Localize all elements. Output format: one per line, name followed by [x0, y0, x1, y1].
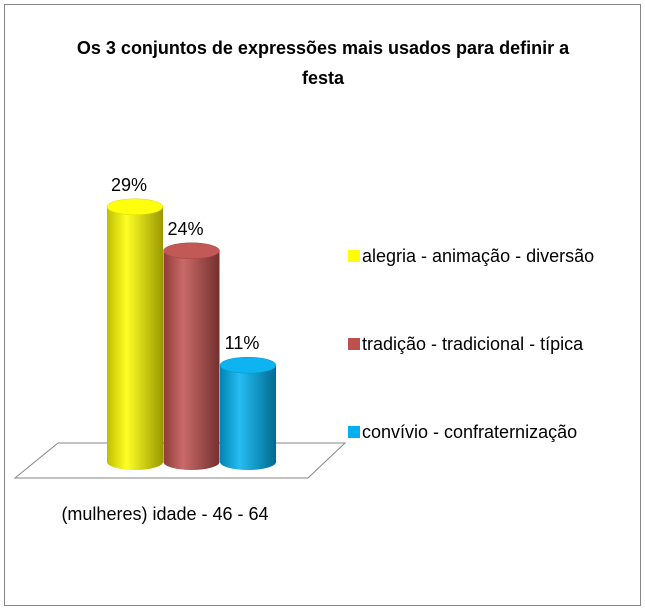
cylinder-top — [106, 198, 164, 216]
legend-swatch — [348, 338, 360, 350]
legend-label: tradição - tradicional - típica — [362, 334, 584, 354]
legend-swatch — [348, 250, 360, 262]
cylinder-body — [163, 250, 220, 470]
legend-label: alegria - animação - diversão — [362, 246, 595, 266]
data-label: 24% — [167, 219, 203, 239]
data-label: 11% — [225, 333, 260, 353]
cylinder-top — [219, 356, 277, 374]
bar — [106, 198, 164, 471]
legend-swatch — [348, 426, 360, 438]
data-label: 29% — [111, 175, 147, 195]
bar — [163, 242, 220, 470]
x-tick-label: (mulheres) idade - 46 - 64 — [61, 504, 269, 524]
chart-title: Os 3 conjuntos de expressões mais usados… — [76, 38, 570, 88]
legend-label: convívio - confraternização — [362, 422, 578, 442]
cylinder-top — [163, 242, 220, 260]
cylinder-body — [220, 365, 276, 470]
bar — [219, 356, 277, 470]
cylinder-body — [107, 206, 163, 471]
